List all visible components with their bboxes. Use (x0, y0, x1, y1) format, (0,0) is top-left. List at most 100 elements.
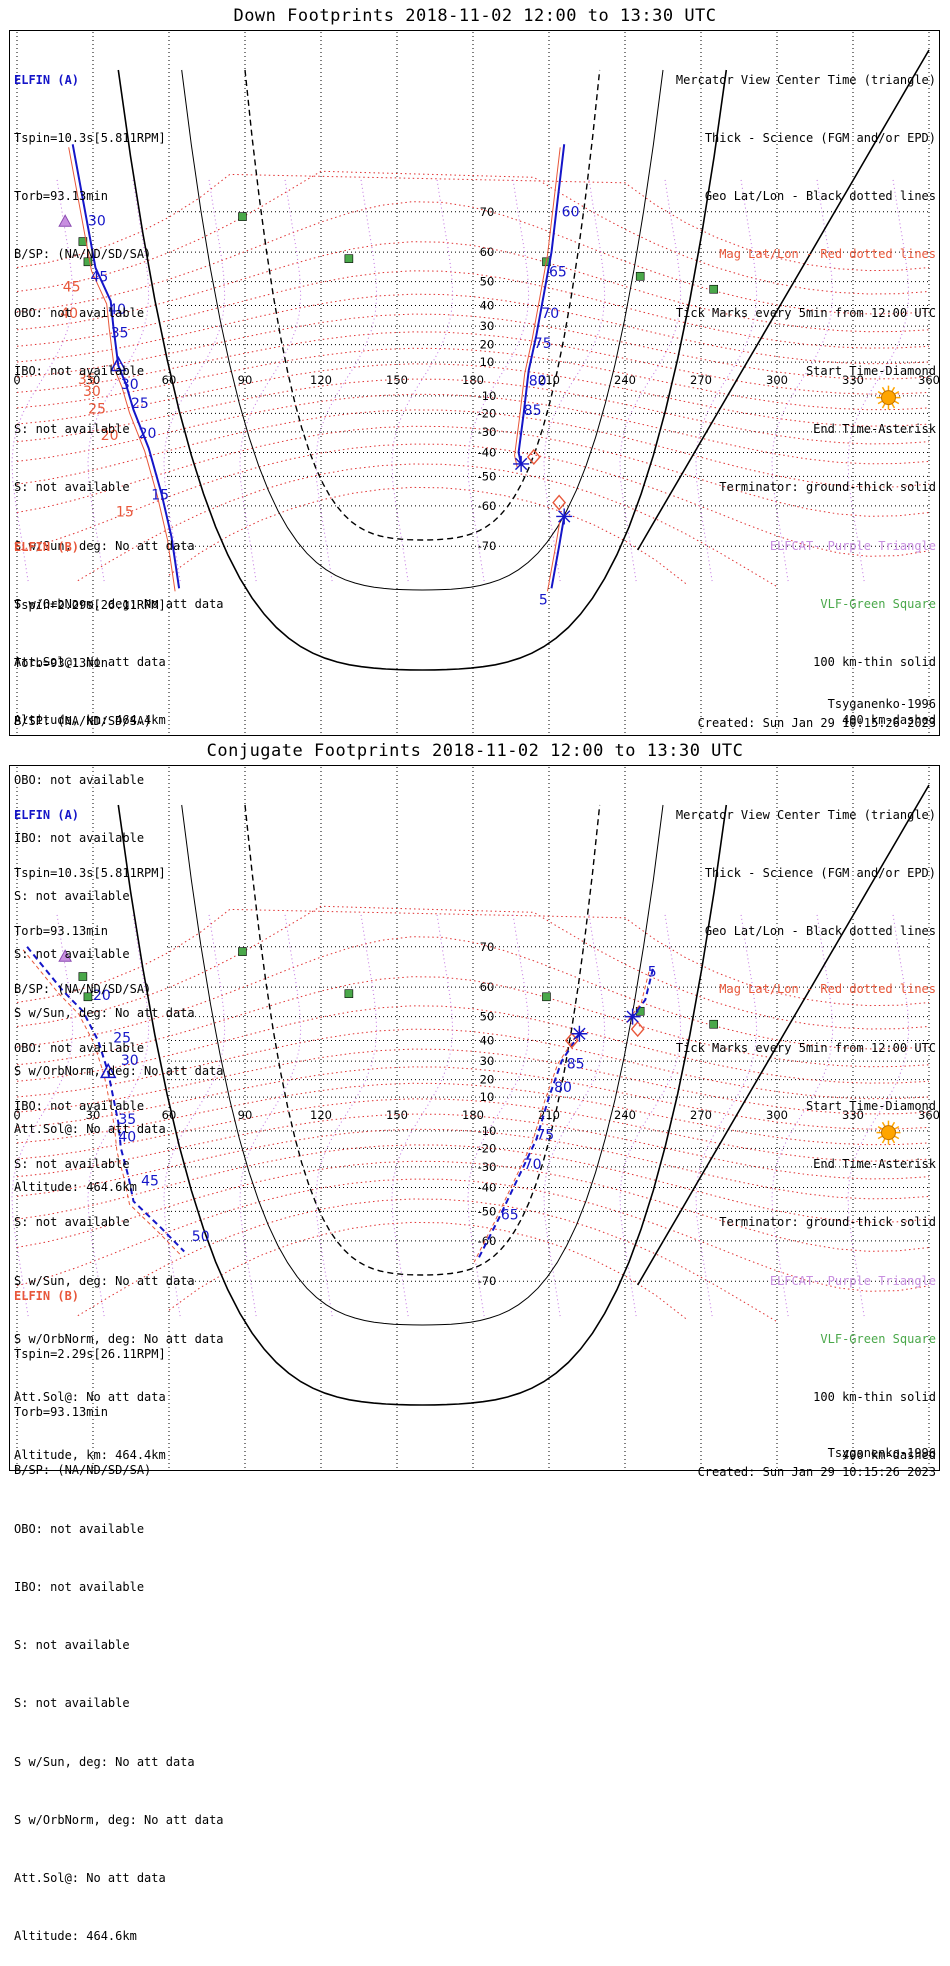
lon-tick-label: 300 (766, 1108, 788, 1122)
panel-title-down: Down Footprints 2018-11-02 12:00 to 13:3… (233, 6, 717, 26)
mag-meridian (239, 911, 302, 1317)
mag-parallel (16, 1113, 930, 1180)
mag-parallel (16, 1005, 930, 1084)
time-tick-label: 75 (534, 336, 552, 352)
info-line: Att.Sol@: No att data (14, 1871, 166, 1885)
info-line: IBO: not available (14, 1579, 145, 1594)
info-line: Tspin=2.29s[26.11RPM] (14, 598, 166, 613)
time-tick-label: 30 (88, 214, 106, 230)
lon-tick-label: 180 (462, 1108, 484, 1122)
footprint-track (71, 144, 181, 589)
vlf-station-marker (344, 254, 354, 263)
lat-tick-label: 30 (480, 319, 495, 333)
center-time-triangle (99, 1062, 117, 1079)
lon-tick-label: 150 (386, 373, 408, 387)
mag-meridian (695, 911, 758, 1317)
legend-line: VLF-Green Square (820, 1331, 936, 1346)
time-tick-label: 25 (113, 1031, 131, 1047)
footprint-track (26, 946, 185, 1253)
lon-tick-label: 330 (842, 1108, 864, 1122)
elfcat-triangle (58, 949, 72, 962)
terminator-line (117, 69, 728, 671)
time-tick-label: 5 (648, 965, 657, 981)
mag-meridian (695, 176, 758, 582)
mag-meridian (11, 911, 74, 1317)
info-line: Altitude, km: 464.4km (14, 1448, 166, 1463)
legend-line: Mercator View Center Time (triangle) (675, 72, 936, 87)
lat-tick-label: -10 (478, 1124, 497, 1138)
lat-tick-label: 20 (480, 338, 495, 352)
mag-meridian (619, 176, 682, 582)
info-line: Torb=93.13min (14, 189, 108, 204)
info-line: S: not available (14, 947, 130, 962)
time-tick-label-b: 30 (83, 384, 101, 400)
lat-tick-label: 20 (480, 1073, 495, 1087)
lat-tick-label: 10 (480, 355, 495, 369)
terminator-right (637, 784, 930, 1286)
mag-parallel (16, 409, 930, 488)
info-line: S: not available (14, 1215, 130, 1230)
time-tick-label: 65 (549, 264, 567, 280)
mag-meridian (315, 176, 378, 582)
info-line: IBO: not available (14, 1098, 145, 1113)
time-tick-label-b: 40 (60, 306, 78, 322)
info-line: B/SP: (NA/ND/SD/SA) (14, 247, 152, 262)
sun-marker (880, 1125, 896, 1141)
panel-title-conjugate: Conjugate Footprints 2018-11-02 12:00 to… (206, 741, 744, 761)
footprint-maps: 0 30 60 90 120 150 180 210 240 270 300 330 360706050… (11, 32, 940, 1469)
info-line: Att.Sol@: No att data (14, 655, 166, 669)
vlf-station-marker (83, 992, 93, 1002)
mag-parallel (168, 1221, 687, 1319)
sat-a-label: ELFIN (A) (14, 807, 80, 822)
legend-line: Geo Lat/Lon - Black dotted lines (704, 189, 936, 204)
info-line: Tspin=2.29s[26.11RPM] (14, 1347, 166, 1362)
left-info-b-conjugate: ELFIN (B) Tspin=2.29s[26.11RPM] Torb=93.… (14, 1248, 224, 1966)
lon-tick-label: 300 (766, 373, 788, 387)
info-line: Torb=93.13min (14, 1405, 108, 1420)
info-line: Tspin=10.3s[5.811RPM] (14, 131, 166, 146)
lon-tick-label: 270 (690, 1108, 712, 1122)
info-line: B/SP: (NA/ND/SD/SA) (14, 714, 152, 729)
legend-line: Mercator View Center Time (triangle) (675, 807, 936, 822)
left-info-down: ELFIN (A) Tspin=10.3s[5.811RPM] Torb=93.… (14, 32, 224, 750)
vlf-station-marker (709, 284, 718, 294)
info-line: S w/Sun, deg: No att data (14, 1754, 195, 1769)
lat-tick-label: 10 (480, 1090, 495, 1104)
time-tick-label: 70 (541, 306, 559, 322)
lon-tick-label: 180 (462, 373, 484, 387)
left-info-b-down: ELFIN (B) Tspin=2.29s[26.11RPM] Torb=93.… (14, 499, 224, 1217)
lat-tick-label: -30 (478, 1160, 497, 1174)
info-line: S: not available (14, 1157, 130, 1172)
center-time-triangle (110, 355, 127, 372)
time-tick-label: 65 (501, 1207, 519, 1223)
legend-line: Thick - Science (FGM and/or EPD) (704, 131, 936, 146)
lon-tick-label: 270 (690, 373, 712, 387)
footprint-track (477, 1033, 581, 1260)
sat-b-label: ELFIN (B) (14, 1288, 80, 1303)
time-tick-label-b: 25 (88, 401, 106, 417)
legend-line: End Time-Asterisk (813, 1157, 936, 1172)
info-line: S: not available (14, 1696, 130, 1711)
mag-parallel (16, 1144, 930, 1223)
mag-meridian (467, 176, 530, 582)
lat-tick-label: 50 (480, 275, 495, 289)
info-line: S w/Sun, deg: No att data (14, 1005, 195, 1020)
lat-tick-label: -50 (478, 1204, 497, 1218)
mag-parallel (16, 201, 930, 315)
legend-line: Mag Lat/Lon - Red dotted lines (719, 982, 936, 997)
mag-parallel (77, 463, 778, 588)
vlf-station-marker (709, 1019, 718, 1029)
info-line: B/SP: (NA/ND/SD/SA) (14, 1463, 152, 1478)
time-tick-label: 85 (567, 1057, 585, 1073)
footprint-track (550, 516, 566, 589)
lat-tick-label: 30 (480, 1054, 495, 1068)
info-line: S w/Sun, deg: No att data (14, 1273, 195, 1288)
time-tick-label: 45 (141, 1173, 159, 1189)
map-frame-down (9, 30, 940, 736)
time-tick-label: 15 (151, 487, 169, 503)
vlf-station-marker (635, 271, 645, 281)
legend-line: ELFCAT- Purple Triangle (769, 538, 936, 553)
lon-tick-label: 0 (13, 1108, 20, 1122)
footprint-track-b (514, 147, 561, 468)
time-tick-label-b: 20 (101, 428, 119, 444)
